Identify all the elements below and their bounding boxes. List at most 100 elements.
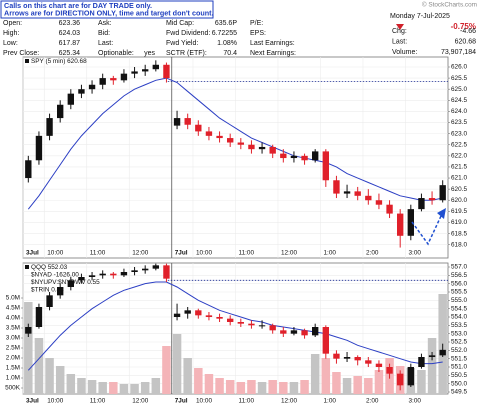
stat-value: 635.6P — [215, 20, 238, 27]
candle-body — [397, 373, 404, 386]
stat-value: 625.34 — [59, 50, 81, 57]
candle-body — [333, 353, 340, 359]
candle-body — [333, 180, 340, 194]
candle-body — [99, 78, 106, 85]
y-tick-label: 550.5 — [451, 372, 467, 379]
notice-line: Calls on this chart are for DAY TRADE on… — [4, 1, 152, 10]
stat-value: yes — [144, 50, 155, 57]
y-tick-label: 620.0 — [451, 197, 467, 204]
candle-body — [78, 277, 85, 281]
y-tick-label: 554.0 — [451, 314, 467, 321]
candle-body — [322, 327, 329, 354]
y-tick-label: 549.5 — [451, 389, 467, 396]
y-tick-label: 625.5 — [451, 75, 467, 82]
volume-bar — [353, 376, 362, 394]
summary-value: 620.68 — [455, 38, 477, 45]
candle-body — [397, 213, 404, 236]
stat-label: High: — [3, 30, 19, 37]
x-tick-label: 10:00 — [47, 250, 63, 257]
volume-tick-label: 2.0M — [6, 355, 20, 362]
x-tick-label: 1:00 — [324, 250, 337, 257]
y-tick-label: 621.0 — [451, 175, 467, 182]
y-tick-label: 620.5 — [451, 186, 467, 193]
panel-title: SPY (5 min) 620.68 — [31, 58, 87, 65]
volume-bar — [194, 368, 203, 394]
x-tick-label: 12:00 — [281, 398, 297, 405]
y-tick-label: 550.0 — [451, 380, 467, 387]
x-tick-label: 2:00 — [366, 250, 379, 257]
x-tick-label: 10:00 — [196, 250, 212, 257]
volume-tick-label: 1.5M — [6, 365, 20, 372]
summary-value: -4.66 — [460, 28, 476, 35]
candle-body — [237, 322, 244, 324]
volume-bar — [332, 372, 341, 394]
y-tick-label: 551.5 — [451, 355, 467, 362]
volume-bar — [98, 382, 107, 394]
candle-body — [312, 327, 319, 336]
summary-value: 73,907,184 — [441, 49, 476, 56]
volume-bar — [417, 370, 426, 394]
volume-bar — [130, 384, 139, 394]
x-tick-label: 11:00 — [90, 398, 106, 405]
stat-label: Next Earnings: — [250, 50, 296, 57]
watermark: © StockCharts.com — [422, 1, 477, 9]
candle-body — [343, 191, 351, 194]
y-tick-label: 622.5 — [451, 141, 467, 148]
candle-body — [131, 71, 138, 74]
volume-tick-label: 5.0M — [6, 295, 20, 302]
x-tick-label: 3:00 — [409, 250, 422, 257]
volume-bar — [247, 380, 256, 394]
candle-body — [418, 357, 425, 367]
volume-bar — [151, 378, 161, 394]
candle-body — [110, 78, 117, 81]
y-tick-label: 554.5 — [451, 305, 467, 312]
candle-body — [248, 144, 255, 150]
legend-swatch — [25, 265, 29, 269]
y-tick-label: 623.5 — [451, 119, 467, 126]
stat-value: 1.08% — [217, 40, 237, 47]
candle-body — [195, 310, 202, 316]
y-tick-label: 556.5 — [451, 272, 467, 279]
candle-body — [67, 93, 74, 105]
volume-bar — [268, 380, 277, 394]
y-tick-label: 557.0 — [451, 264, 467, 271]
candle-body — [46, 118, 53, 136]
candle-body — [88, 275, 96, 277]
volume-bar — [279, 382, 288, 394]
candle-body — [439, 349, 446, 356]
candle-body — [418, 198, 425, 210]
y-tick-label: 619.5 — [451, 208, 467, 215]
y-tick-label: 552.5 — [451, 339, 467, 346]
y-tick-label: 624.0 — [451, 108, 467, 115]
stat-label: Low: — [3, 40, 18, 47]
candle-body — [375, 363, 383, 367]
candle-body — [428, 198, 436, 201]
stat-label: Mid Cap: — [166, 20, 194, 27]
candle-body — [173, 118, 181, 126]
candle-body — [375, 200, 383, 205]
volume-tick-label: 2.5M — [6, 345, 20, 352]
candle-body — [88, 84, 96, 90]
candle-body — [131, 270, 138, 272]
volume-bar — [257, 382, 267, 394]
stat-label: EPS: — [250, 30, 266, 37]
candle-body — [120, 73, 128, 81]
x-tick-label: 7Jul — [175, 250, 188, 257]
panel-title: QQQ 552.03 — [31, 264, 68, 271]
candle-body — [301, 330, 308, 336]
volume-bar — [321, 358, 331, 394]
y-tick-label: 618.0 — [451, 241, 467, 248]
candle-body — [258, 146, 266, 150]
candle-body — [354, 357, 361, 361]
candle-body — [205, 315, 213, 317]
stat-label: Bid: — [98, 30, 110, 37]
candle-body — [152, 265, 159, 269]
candle-body — [163, 265, 170, 279]
volume-bar — [300, 380, 309, 394]
y-tick-label: 621.5 — [451, 164, 467, 171]
y-tick-label: 625.0 — [451, 86, 467, 93]
legend-entry: $NYUPV:$NYDWV 0.55 — [31, 279, 100, 286]
plots: 626.0 625.5 625.0 624.5 624.0 623.5 623.0 622.5… — [5, 56, 467, 405]
candle-body — [142, 268, 149, 271]
